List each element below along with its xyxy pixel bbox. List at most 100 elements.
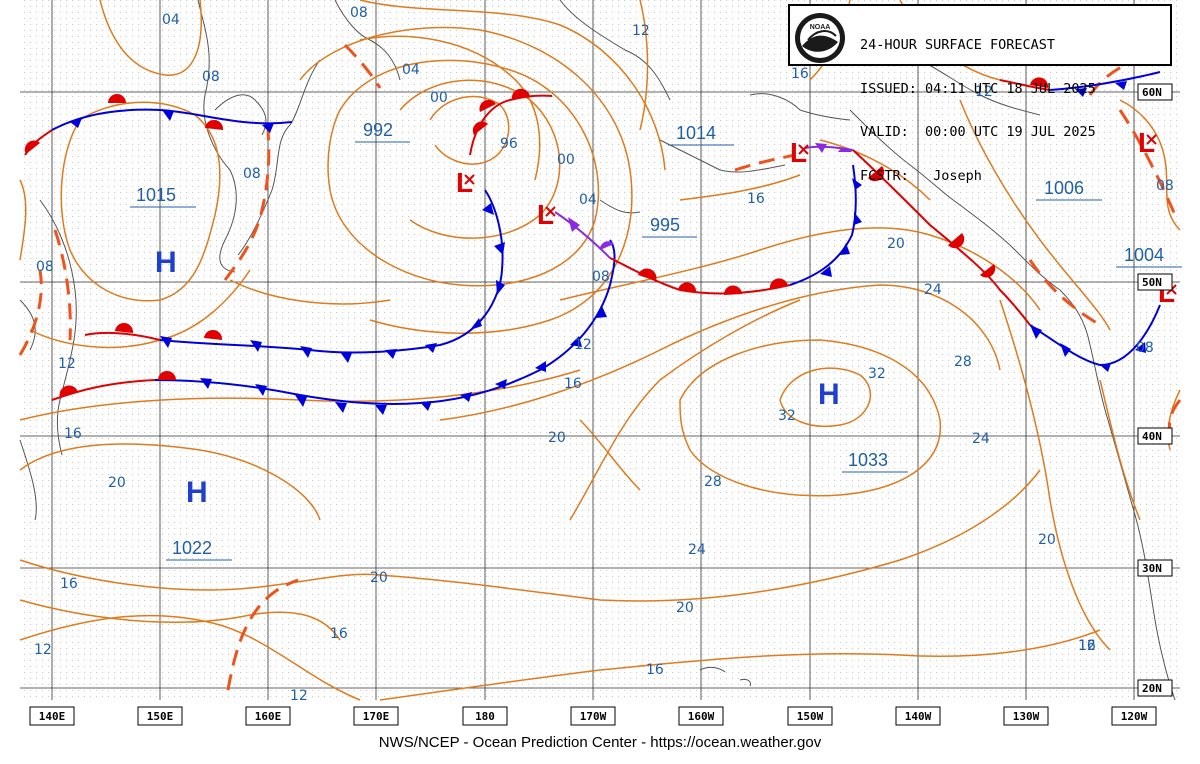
forecaster-row: FCSTR: Joseph xyxy=(860,167,1096,184)
noaa-logo-text: NOAA xyxy=(810,24,831,31)
isobar-label: 24 xyxy=(924,282,942,298)
lat-label-60n: 60N xyxy=(1137,83,1173,101)
svg-text:170W: 170W xyxy=(580,710,607,723)
isobar-label: 08 xyxy=(1136,340,1154,356)
noaa-logo-icon: NOAA xyxy=(795,13,845,63)
valid-time: 00:00 UTC 19 JUL 2025 xyxy=(925,124,1096,140)
isobar-label: 20 xyxy=(108,475,126,491)
isobar-label: 12 xyxy=(34,642,52,658)
lon-label: 170E xyxy=(353,706,399,726)
pressure-underlines xyxy=(130,141,1182,561)
svg-text:140E: 140E xyxy=(39,710,66,723)
isobar-label: 16 xyxy=(330,626,348,642)
forecaster-label: FCSTR: xyxy=(860,167,909,184)
pressure-value: 1006 xyxy=(1044,178,1084,198)
lon-label: 140W xyxy=(895,706,941,726)
lon-label: 170W xyxy=(570,706,616,726)
low-marker: L xyxy=(1138,127,1155,158)
pressure-value: 1022 xyxy=(172,538,212,558)
isobar-label: 16 xyxy=(747,191,765,207)
svg-text:40N: 40N xyxy=(1142,430,1162,443)
isobar-label: 08 xyxy=(202,69,220,85)
isobar-values: 04 08 08 08 04 00 96 00 04 08 12 12 16 1… xyxy=(34,5,1174,704)
issued-row: ISSUED: 04:11 UTC 18 JUL 2025 xyxy=(860,80,1096,97)
svg-text:150W: 150W xyxy=(797,710,824,723)
lat-labels: 60N 50N 40N 30N 20N xyxy=(1137,83,1173,697)
svg-text:120W: 120W xyxy=(1121,710,1148,723)
lon-label: 150E xyxy=(137,706,183,726)
high-marker: H xyxy=(186,476,208,509)
lat-label-50n: 50N xyxy=(1137,273,1173,291)
isobar-label: 08 xyxy=(243,166,261,182)
high-marker: H xyxy=(818,378,840,411)
valid-label: VALID: xyxy=(860,124,909,140)
isobar-label: 04 xyxy=(579,192,597,208)
isobar-label: 24 xyxy=(972,431,990,447)
isobar-label: 16 xyxy=(564,376,582,392)
lon-label: 160W xyxy=(678,706,724,726)
isobar-label: 04 xyxy=(162,12,180,28)
isobar-label: 96 xyxy=(500,136,518,152)
svg-text:160E: 160E xyxy=(255,710,282,723)
svg-text:160W: 160W xyxy=(688,710,715,723)
isobar-label: 16 xyxy=(64,426,82,442)
isobar-label: 24 xyxy=(688,542,706,558)
lat-label-30n: 30N xyxy=(1137,559,1173,577)
pressure-value: 1033 xyxy=(848,450,888,470)
lat-label-40n: 40N xyxy=(1137,427,1173,445)
pressure-value: 1004 xyxy=(1124,245,1164,265)
isobar-label: 20 xyxy=(370,570,388,586)
issued-label: ISSUED: xyxy=(860,80,917,97)
pressure-centers: H H H L L L L L xyxy=(155,127,1175,509)
isobar-label: 28 xyxy=(704,474,722,490)
svg-text:140W: 140W xyxy=(905,710,932,723)
pressure-value: 995 xyxy=(650,215,680,235)
isobar-label: 12 xyxy=(1078,638,1096,654)
svg-text:20N: 20N xyxy=(1142,682,1162,695)
lon-label: 180 xyxy=(462,706,508,726)
lat-label-20n: 20N xyxy=(1137,679,1173,697)
isobar-label: 20 xyxy=(548,430,566,446)
lon-label: 140E xyxy=(29,706,75,726)
isobar-label: 00 xyxy=(430,90,448,106)
isobar-label: 28 xyxy=(954,354,972,370)
isobar-label: 16 xyxy=(791,66,809,82)
forecast-info-box: NOAA 24-HOUR SURFACE FORECAST ISSUED: 04… xyxy=(788,4,1172,183)
lon-label: 120W xyxy=(1111,706,1157,726)
troughs xyxy=(18,43,1182,691)
low-marker: L xyxy=(456,167,473,198)
isobar-label: 20 xyxy=(1038,532,1056,548)
isobar-label: 00 xyxy=(557,152,575,168)
low-marker: L xyxy=(537,199,554,230)
svg-text:180: 180 xyxy=(475,710,495,723)
isobar-label: 12 xyxy=(290,688,308,704)
lon-labels: 140E 150E 160E 170E 180 170W 160W 150W 1… xyxy=(29,706,1157,726)
lon-label: 150W xyxy=(787,706,833,726)
isobar-label: 32 xyxy=(868,366,886,382)
pressure-value: 1014 xyxy=(676,123,716,143)
issued-time: 04:11 UTC 18 JUL 2025 xyxy=(925,80,1096,97)
isobar-label: 08 xyxy=(350,5,368,21)
pressure-values: 1015 1022 1033 992 995 1014 1006 1004 xyxy=(136,120,1164,558)
pressure-value: 1015 xyxy=(136,185,176,205)
forecaster-name: Joseph xyxy=(933,167,982,184)
high-marker: H xyxy=(155,246,177,279)
svg-text:170E: 170E xyxy=(363,710,390,723)
isobar-label: 16 xyxy=(1078,638,1096,654)
isobar-label: 12 xyxy=(632,23,650,39)
isobar-label: 12 xyxy=(58,356,76,372)
svg-text:50N: 50N xyxy=(1142,276,1162,289)
isobar-label: 32 xyxy=(778,408,796,424)
svg-text:150E: 150E xyxy=(147,710,174,723)
isobar-label: 12 xyxy=(574,337,592,353)
isobar-label: 16 xyxy=(646,662,664,678)
isobar-label: 08 xyxy=(1156,178,1174,194)
svg-text:60N: 60N xyxy=(1142,86,1162,99)
low-marker: L xyxy=(790,137,807,168)
isobar-label: 16 xyxy=(60,576,78,592)
warm-front-semicircles xyxy=(24,77,1049,398)
lon-label: 160E xyxy=(245,706,291,726)
footer-credit: NWS/NCEP - Ocean Prediction Center - htt… xyxy=(378,734,822,751)
svg-text:130W: 130W xyxy=(1013,710,1040,723)
